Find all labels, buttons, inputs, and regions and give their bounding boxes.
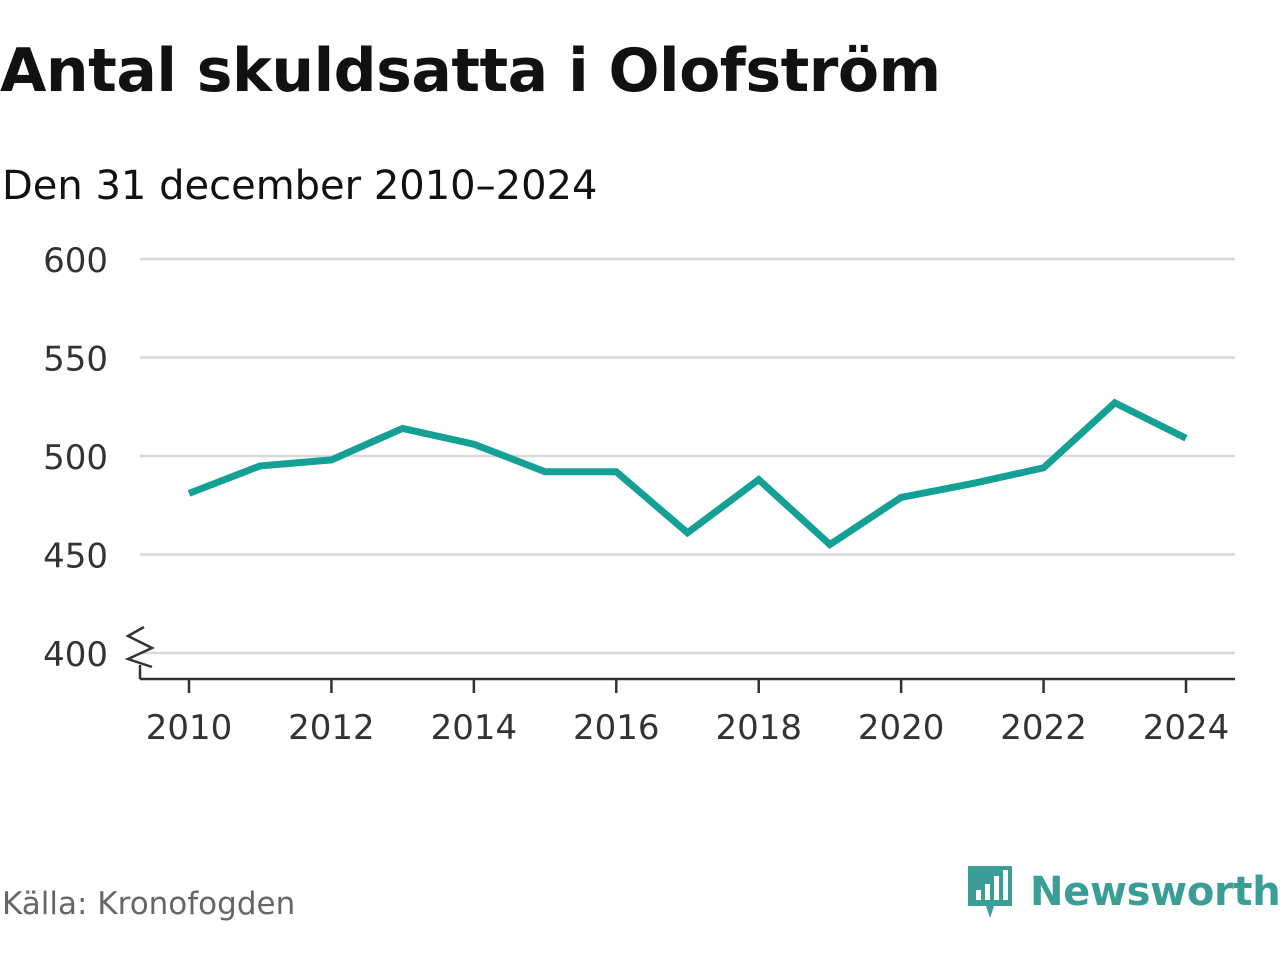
x-tick-label-2010: 2010 bbox=[146, 708, 233, 748]
x-tick-label-2014: 2014 bbox=[431, 708, 518, 748]
series-line-0 bbox=[187, 398, 1188, 550]
chart-subtitle: Den 31 december 2010–2024 bbox=[2, 163, 598, 209]
y-tick-label-500: 500 bbox=[43, 438, 108, 478]
x-tick-label-2022: 2022 bbox=[1000, 708, 1087, 748]
axis-break-icon bbox=[124, 625, 155, 669]
chart-title: Antal skuldsatta i Olofström bbox=[0, 36, 941, 106]
y-tick-label-450: 450 bbox=[43, 537, 108, 577]
y-tick-label-550: 550 bbox=[43, 340, 108, 380]
x-tick-label-2012: 2012 bbox=[288, 708, 375, 748]
brand-name: Newsworthy bbox=[1030, 869, 1280, 915]
x-tick-label-2016: 2016 bbox=[573, 708, 660, 748]
series-group bbox=[187, 398, 1188, 550]
y-tick-label-600: 600 bbox=[43, 241, 108, 281]
x-axis: 2010 2012 2014 2016 2018 2020 2022 2024 bbox=[138, 665, 1235, 748]
x-tick-label-2020: 2020 bbox=[858, 708, 945, 748]
gridlines bbox=[140, 257, 1235, 655]
x-tick-label-2024: 2024 bbox=[1143, 708, 1230, 748]
newsworthy-logo-icon bbox=[968, 866, 1012, 918]
y-axis: 400 450 500 550 600 bbox=[43, 241, 155, 675]
newsworthy-logo: Newsworthy bbox=[964, 862, 1280, 922]
y-tick-label-400: 400 bbox=[43, 635, 108, 675]
x-tick-label-2018: 2018 bbox=[715, 708, 802, 748]
source-note: Källa: Kronofogden bbox=[2, 886, 296, 922]
